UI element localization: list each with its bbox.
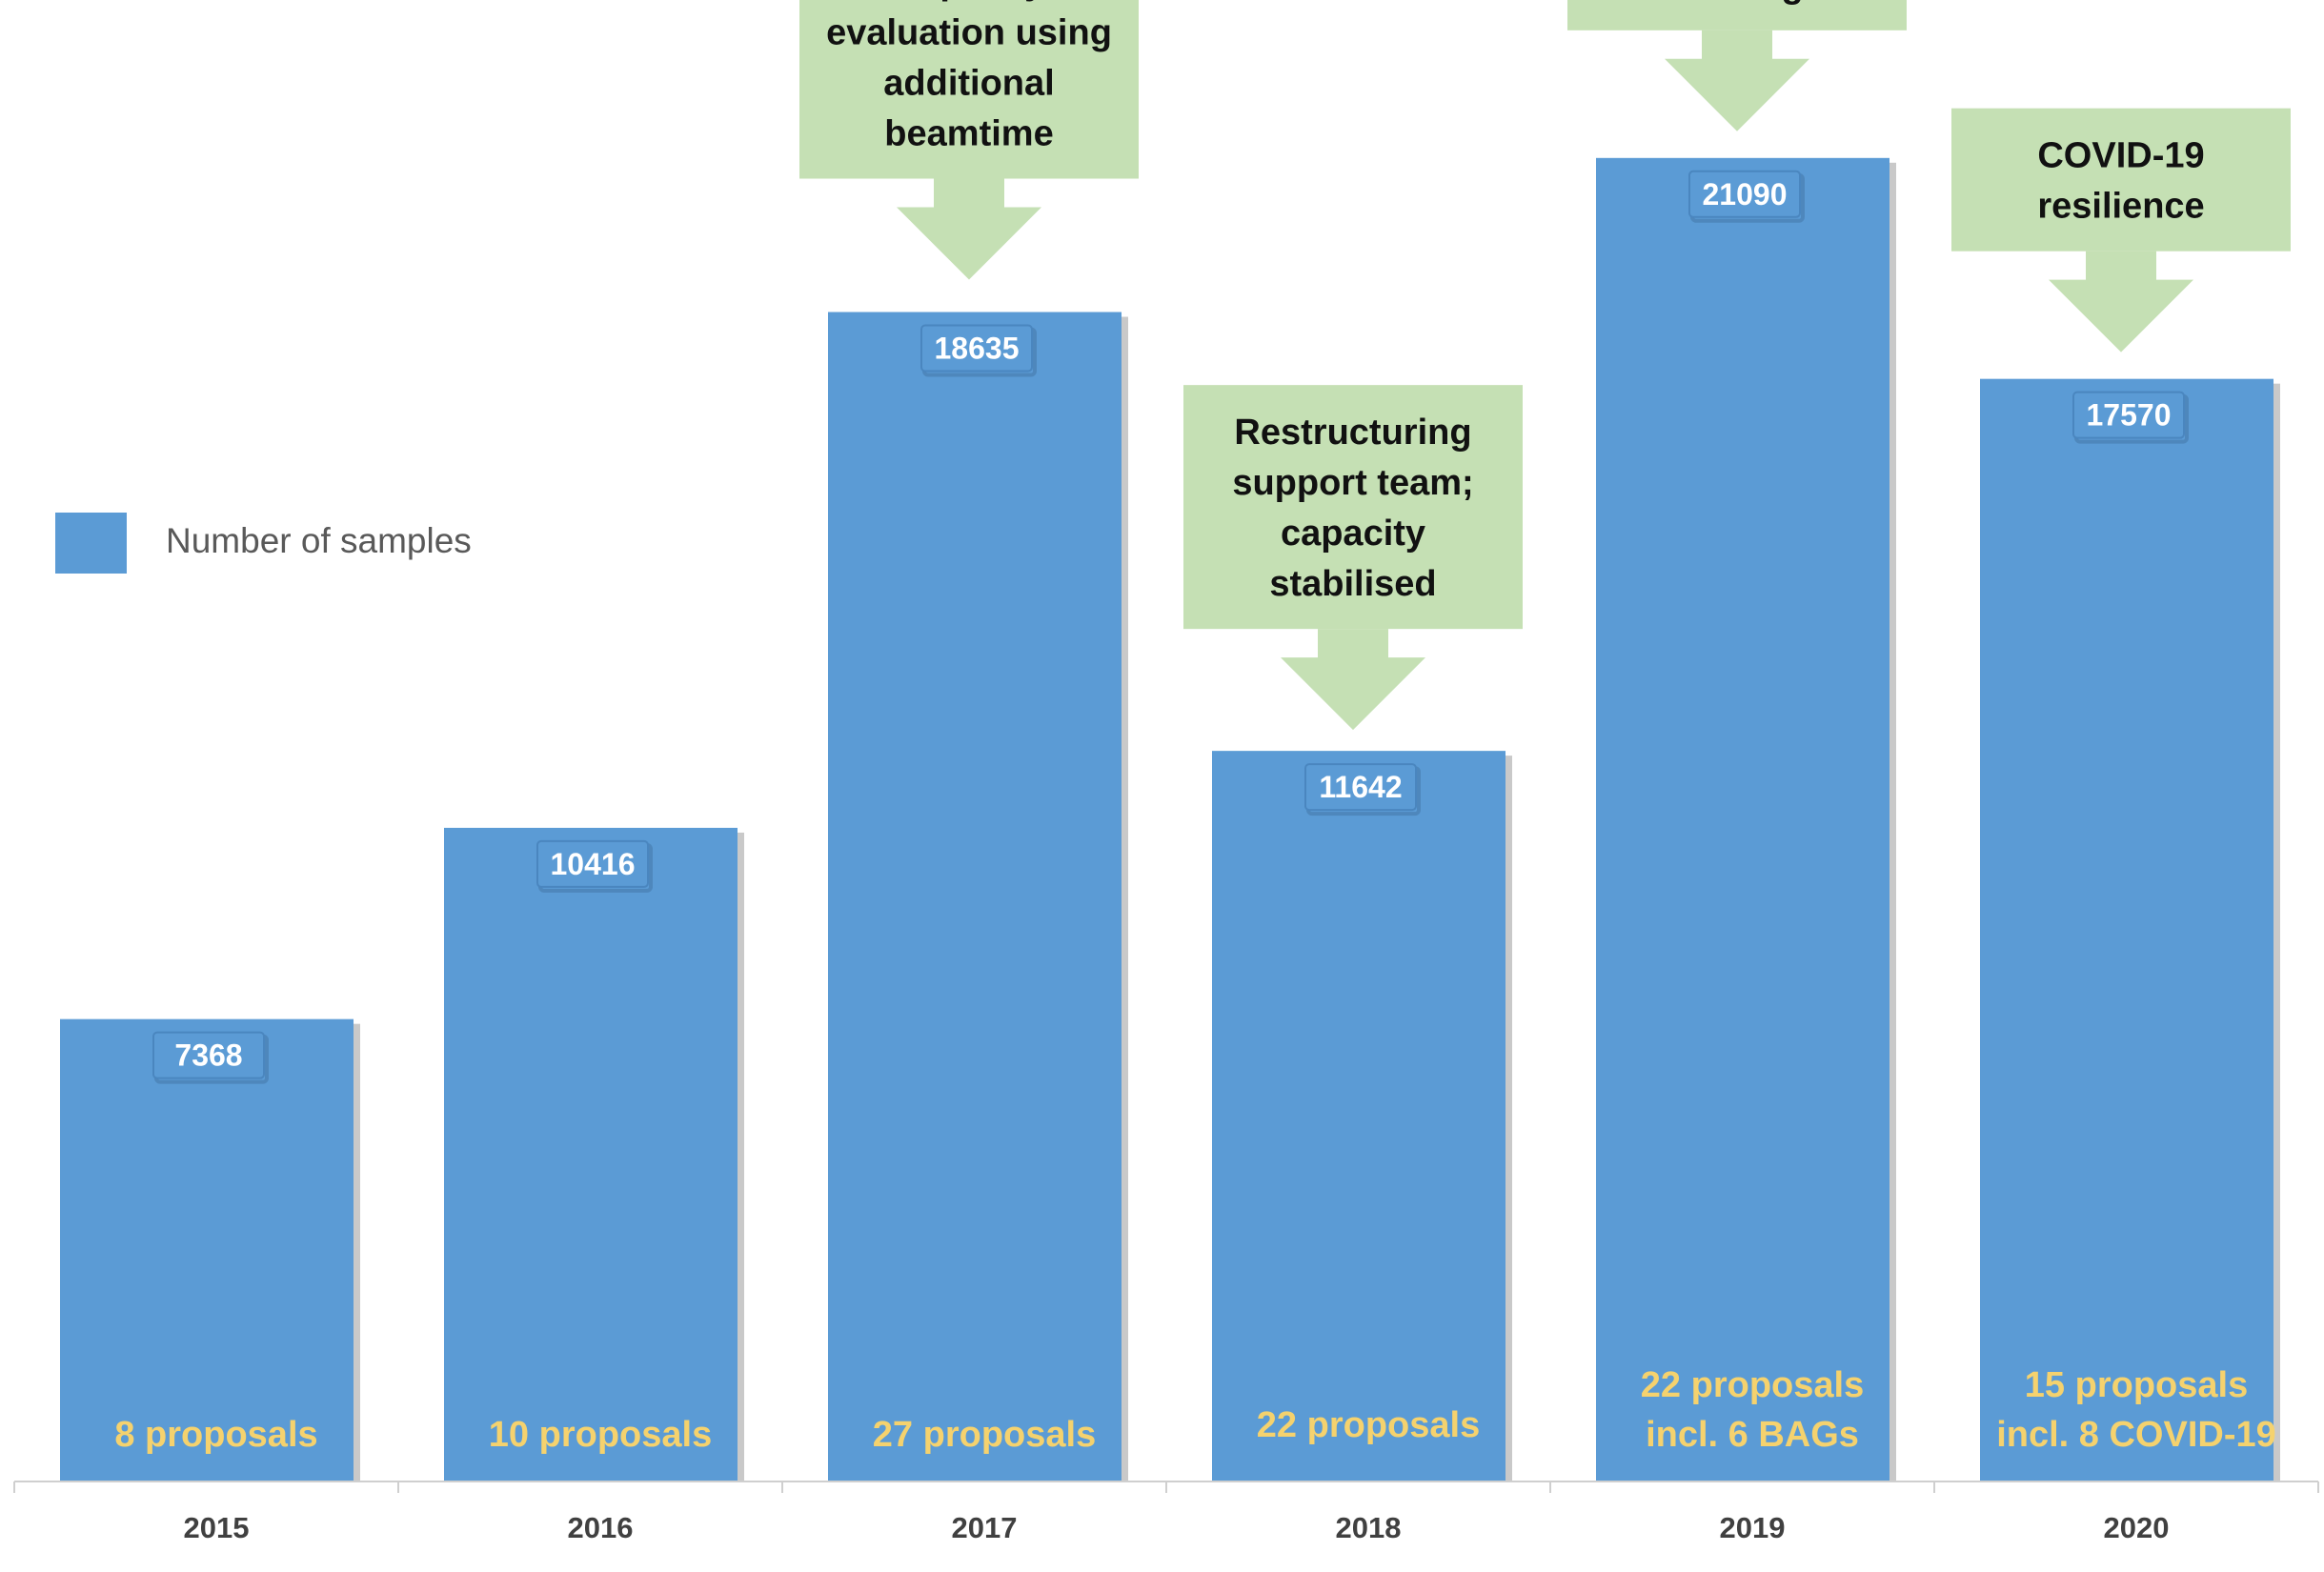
annotation-box-2020 — [1951, 108, 2291, 252]
legend-swatch — [55, 513, 127, 574]
annotation-text-2019: training — [1670, 0, 1803, 6]
data-label-2017: 18635 — [935, 332, 1020, 366]
bar-2018 — [1212, 751, 1506, 1481]
annotation-box-2018 — [1183, 385, 1523, 630]
annotation-arrow-2020 — [2049, 251, 2193, 353]
tick-label-2016: 2016 — [568, 1511, 634, 1544]
data-label-2018: 11642 — [1319, 770, 1402, 804]
data-label-2020: 17570 — [2087, 398, 2172, 433]
annotation-text-2017: evaluation using — [826, 13, 1112, 53]
bar-2020 — [1980, 378, 2273, 1481]
annotation-text-2017: additional — [883, 64, 1054, 104]
proposal-label-2020: incl. 8 COVID-19 — [1996, 1415, 2276, 1455]
data-label-box — [2072, 391, 2185, 439]
proposal-label-2019: incl. 6 BAGs — [1646, 1415, 1859, 1455]
data-label-box — [536, 839, 649, 888]
legend: Number of samples — [55, 513, 472, 574]
tick-label-2020: 2020 — [2104, 1511, 2170, 1544]
proposal-label-2019: 22 proposals — [1641, 1365, 1864, 1405]
annotation-text-2018: support team; — [1232, 463, 1473, 503]
annotations-layer: Capacity evaluation using additional beamti… — [799, 0, 2291, 731]
proposal-label-2020: 15 proposals — [2025, 1365, 2248, 1405]
tick-label-2018: 2018 — [1336, 1511, 1402, 1544]
annotation-text-2018: stabilised — [1269, 564, 1436, 604]
x-axis: 2015 2016 2017 2018 2019 2020 — [13, 1481, 2319, 1544]
annotation-text-2018: capacity — [1281, 514, 1425, 554]
annotation-arrow-2019 — [1665, 30, 1809, 131]
tick-label-2017: 2017 — [952, 1511, 1018, 1544]
annotation-arrow-2018 — [1281, 629, 1425, 731]
bars-layer: 7368 8 proposals 10416 10 proposals 18635 27 … — [60, 157, 2280, 1482]
data-label-box — [1688, 170, 1801, 218]
annotation-arrow-2017 — [897, 178, 1041, 280]
proposal-label-2017: 27 proposals — [873, 1415, 1096, 1455]
data-label-box — [1304, 763, 1417, 812]
annotation-text-2017: Capacity — [894, 0, 1044, 3]
tick-label-2019: 2019 — [1720, 1511, 1786, 1544]
data-label-2019: 21090 — [1703, 177, 1788, 212]
bar-2017 — [828, 312, 1122, 1482]
proposal-label-2016: 10 proposals — [489, 1415, 712, 1455]
data-label-box — [152, 1031, 265, 1079]
proposal-label-2015: 8 proposals — [114, 1415, 317, 1455]
data-label-2015: 7368 — [174, 1038, 242, 1073]
bar-2016 — [444, 827, 738, 1481]
annotation-text-2018: Restructuring — [1234, 413, 1471, 453]
annotation-text-2020: COVID-19 — [2037, 136, 2204, 176]
tick-label-2015: 2015 — [184, 1511, 250, 1544]
bar-2019 — [1596, 157, 1890, 1481]
proposal-label-2018: 22 proposals — [1257, 1405, 1480, 1445]
annotation-text-2020: resilience — [2037, 187, 2204, 227]
data-label-2016: 10416 — [551, 847, 636, 881]
annotation-box-2019 — [1567, 0, 1907, 30]
legend-label: Number of samples — [166, 521, 472, 560]
bar-2015 — [60, 1018, 354, 1481]
data-label-box — [920, 324, 1033, 373]
annotation-text-2017: beamtime — [884, 114, 1053, 154]
annotation-box-2017 — [799, 0, 1139, 179]
